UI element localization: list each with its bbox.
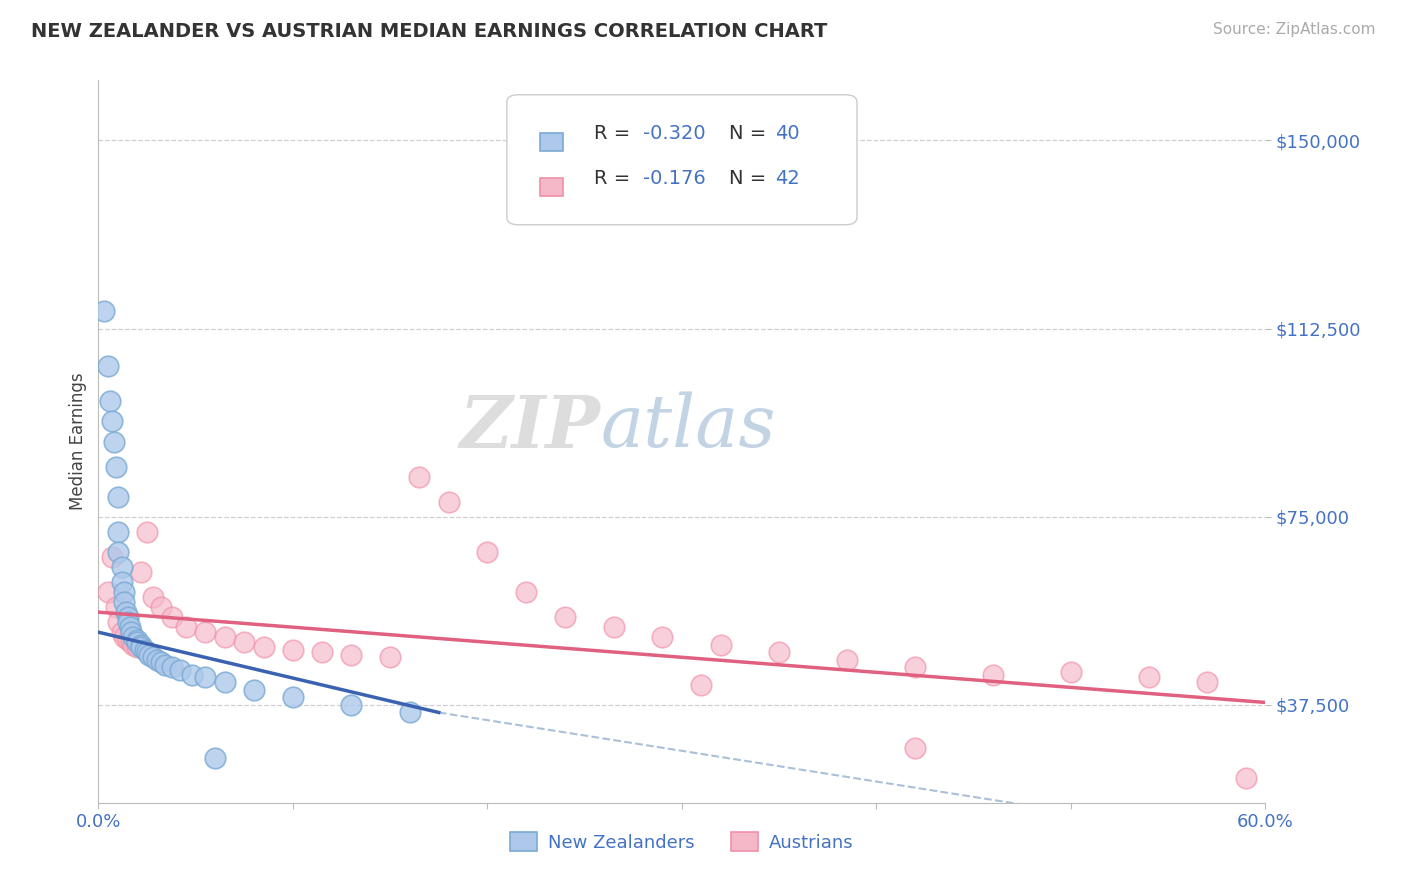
Point bbox=[194, 625, 217, 640]
Point bbox=[253, 640, 276, 655]
Text: -0.176: -0.176 bbox=[644, 169, 706, 188]
Text: N =: N = bbox=[728, 169, 772, 188]
Point bbox=[129, 640, 152, 655]
Text: atlas: atlas bbox=[600, 392, 776, 462]
Point bbox=[122, 638, 145, 652]
Point bbox=[194, 670, 217, 684]
Point bbox=[710, 638, 733, 652]
Point bbox=[121, 635, 143, 649]
Point bbox=[111, 560, 134, 574]
Point bbox=[111, 625, 134, 640]
Point bbox=[107, 490, 129, 504]
Point bbox=[233, 635, 256, 649]
Point bbox=[97, 585, 120, 599]
Point bbox=[107, 524, 129, 539]
Point bbox=[162, 660, 184, 674]
Point bbox=[1060, 665, 1083, 680]
Point bbox=[111, 574, 134, 589]
Point bbox=[651, 630, 673, 644]
FancyBboxPatch shape bbox=[540, 178, 562, 196]
Point bbox=[380, 650, 402, 665]
Point bbox=[118, 620, 141, 634]
Point bbox=[180, 668, 202, 682]
Point bbox=[142, 650, 165, 665]
Point bbox=[101, 549, 124, 564]
Point bbox=[114, 605, 136, 619]
Text: 42: 42 bbox=[775, 169, 800, 188]
Point bbox=[437, 494, 460, 508]
Point bbox=[107, 545, 129, 559]
Point bbox=[904, 660, 927, 674]
Point bbox=[107, 615, 129, 630]
Point bbox=[93, 304, 115, 318]
Point bbox=[117, 615, 139, 630]
Point bbox=[162, 610, 184, 624]
Point bbox=[122, 630, 145, 644]
Point bbox=[98, 394, 121, 409]
Point bbox=[214, 675, 236, 690]
Y-axis label: Median Earnings: Median Earnings bbox=[69, 373, 87, 510]
Point bbox=[408, 469, 430, 483]
Point bbox=[1137, 670, 1160, 684]
Point bbox=[142, 590, 165, 604]
Point bbox=[554, 610, 576, 624]
Point bbox=[112, 585, 135, 599]
Point bbox=[127, 640, 149, 655]
Point bbox=[340, 698, 363, 712]
Text: N =: N = bbox=[728, 123, 772, 143]
Point bbox=[169, 663, 191, 677]
Point bbox=[204, 750, 226, 764]
Point bbox=[243, 682, 266, 697]
Point bbox=[768, 645, 790, 659]
Text: NEW ZEALANDER VS AUSTRIAN MEDIAN EARNINGS CORRELATION CHART: NEW ZEALANDER VS AUSTRIAN MEDIAN EARNING… bbox=[31, 22, 827, 41]
Point bbox=[281, 642, 304, 657]
Point bbox=[127, 632, 149, 647]
Point bbox=[340, 648, 363, 662]
Point bbox=[149, 655, 172, 669]
Text: 40: 40 bbox=[775, 123, 800, 143]
Point bbox=[136, 524, 159, 539]
Point bbox=[117, 610, 139, 624]
Point bbox=[136, 645, 159, 659]
Point bbox=[104, 459, 127, 474]
Point bbox=[104, 600, 127, 615]
Point bbox=[112, 630, 135, 644]
Point bbox=[398, 706, 420, 720]
FancyBboxPatch shape bbox=[508, 95, 858, 225]
Point bbox=[174, 620, 197, 634]
Point bbox=[103, 434, 125, 449]
FancyBboxPatch shape bbox=[540, 133, 562, 151]
Text: R =: R = bbox=[595, 123, 637, 143]
Point bbox=[153, 657, 176, 672]
Point bbox=[129, 565, 152, 579]
Point bbox=[97, 359, 120, 374]
Point bbox=[311, 645, 333, 659]
Point bbox=[214, 630, 236, 644]
Text: Source: ZipAtlas.com: Source: ZipAtlas.com bbox=[1212, 22, 1375, 37]
Point bbox=[101, 414, 124, 428]
Point bbox=[127, 635, 149, 649]
Text: ZIP: ZIP bbox=[460, 392, 600, 463]
Point bbox=[129, 638, 152, 652]
Point bbox=[117, 632, 139, 647]
Legend: New Zealanders, Austrians: New Zealanders, Austrians bbox=[503, 825, 860, 859]
Point bbox=[477, 545, 499, 559]
Point bbox=[904, 740, 927, 755]
Point bbox=[837, 653, 859, 667]
Point bbox=[146, 653, 169, 667]
Point bbox=[281, 690, 304, 705]
Text: -0.320: -0.320 bbox=[644, 123, 706, 143]
Point bbox=[690, 678, 713, 692]
Point bbox=[1195, 675, 1218, 690]
Point bbox=[138, 648, 160, 662]
Point bbox=[1234, 771, 1257, 785]
Point bbox=[112, 595, 135, 609]
Text: R =: R = bbox=[595, 169, 637, 188]
Point bbox=[603, 620, 626, 634]
Point bbox=[515, 585, 537, 599]
Point bbox=[121, 625, 143, 640]
Point bbox=[981, 668, 1004, 682]
Point bbox=[149, 600, 172, 615]
Point bbox=[134, 642, 156, 657]
